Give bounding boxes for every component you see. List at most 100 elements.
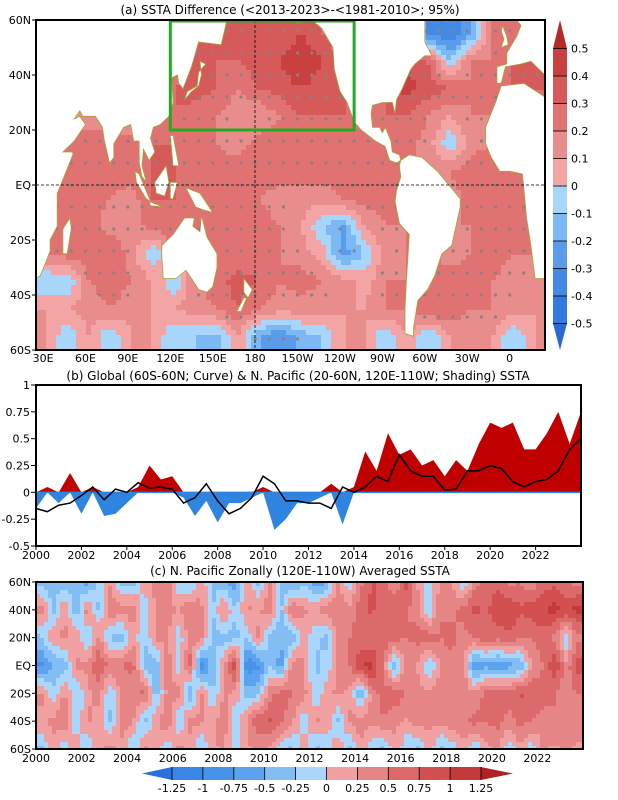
map-cell xyxy=(176,165,182,171)
map-cell xyxy=(456,120,462,126)
map-cell xyxy=(236,130,242,136)
map-cell xyxy=(226,260,232,266)
map-cell xyxy=(121,195,127,201)
map-cell xyxy=(256,50,262,56)
map-cell xyxy=(481,115,487,121)
map-cell xyxy=(261,25,267,31)
map-cell xyxy=(241,80,247,86)
map-cell xyxy=(161,135,167,141)
map-cell xyxy=(241,140,247,146)
map-cell xyxy=(471,260,477,266)
map-cell xyxy=(276,230,282,236)
map-cell xyxy=(441,160,447,166)
map-cell xyxy=(66,175,72,181)
map-cell xyxy=(291,145,297,151)
map-cell xyxy=(486,165,492,171)
map-cell xyxy=(181,105,187,111)
map-cell xyxy=(246,165,252,171)
map-cell xyxy=(56,215,62,221)
map-cell xyxy=(141,240,147,246)
map-cell xyxy=(466,70,472,76)
map-cell xyxy=(461,255,467,261)
map-cell xyxy=(136,145,142,151)
map-cell xyxy=(116,230,122,236)
map-cell xyxy=(251,125,257,131)
map-cell xyxy=(491,260,497,266)
map-cell xyxy=(141,255,147,261)
map-cell xyxy=(486,50,492,56)
map-cell xyxy=(501,50,507,56)
map-cell xyxy=(346,225,352,231)
map-cell xyxy=(291,25,297,31)
map-cell xyxy=(326,175,332,181)
map-cell xyxy=(431,160,437,166)
map-cell xyxy=(406,90,412,96)
map-cell xyxy=(266,85,272,91)
map-cell xyxy=(301,225,307,231)
map-cell xyxy=(461,210,467,216)
map-cell xyxy=(136,185,142,191)
map-cell xyxy=(296,255,302,261)
map-cell xyxy=(71,150,77,156)
map-cell xyxy=(501,75,507,81)
map-cell xyxy=(496,190,502,196)
map-cell xyxy=(371,155,377,161)
map-cell xyxy=(261,60,267,66)
map-cell xyxy=(71,220,77,226)
map-cell xyxy=(126,195,132,201)
map-cell xyxy=(306,205,312,211)
map-cell xyxy=(116,200,122,206)
map-cell xyxy=(536,85,542,91)
map-cell xyxy=(221,70,227,76)
map-cell xyxy=(491,195,497,201)
map-cell xyxy=(266,120,272,126)
map-cell xyxy=(351,135,357,141)
map-cell xyxy=(481,20,487,26)
map-cell xyxy=(461,230,467,236)
map-cell xyxy=(221,225,227,231)
map-cell xyxy=(201,45,207,51)
map-cell xyxy=(446,30,452,36)
map-cell xyxy=(286,135,292,141)
map-cell xyxy=(261,145,267,151)
map-cell xyxy=(226,195,232,201)
map-cell xyxy=(206,70,212,76)
map-cell xyxy=(106,165,112,171)
map-cell xyxy=(121,230,127,236)
map-cell xyxy=(366,165,372,171)
map-cell xyxy=(341,105,347,111)
map-cell xyxy=(311,75,317,81)
map-cell xyxy=(311,30,317,36)
map-cell xyxy=(271,155,277,161)
map-cell xyxy=(426,30,432,36)
map-cell xyxy=(466,260,472,266)
map-cell xyxy=(146,185,152,191)
map-cell xyxy=(126,140,132,146)
map-cell xyxy=(516,260,522,266)
map-cell xyxy=(256,255,262,261)
map-cell xyxy=(246,35,252,41)
map-cell xyxy=(336,240,342,246)
map-cell xyxy=(216,185,222,191)
map-cell xyxy=(171,130,177,136)
map-cell xyxy=(396,240,402,246)
map-cell xyxy=(481,140,487,146)
map-cell xyxy=(116,255,122,261)
map-cell xyxy=(481,245,487,251)
map-cell xyxy=(111,230,117,236)
map-cell xyxy=(186,200,192,206)
map-cell xyxy=(351,130,357,136)
map-cell xyxy=(246,205,252,211)
map-cell xyxy=(486,80,492,86)
map-cell xyxy=(136,205,142,211)
map-cell xyxy=(401,135,407,141)
map-cell xyxy=(471,90,477,96)
map-cell xyxy=(101,200,107,206)
map-cell xyxy=(371,205,377,211)
map-cell xyxy=(441,110,447,116)
map-cell xyxy=(201,100,207,106)
map-cell xyxy=(481,240,487,246)
map-cell xyxy=(461,195,467,201)
map-cell xyxy=(156,225,162,231)
map-cell xyxy=(336,245,342,251)
